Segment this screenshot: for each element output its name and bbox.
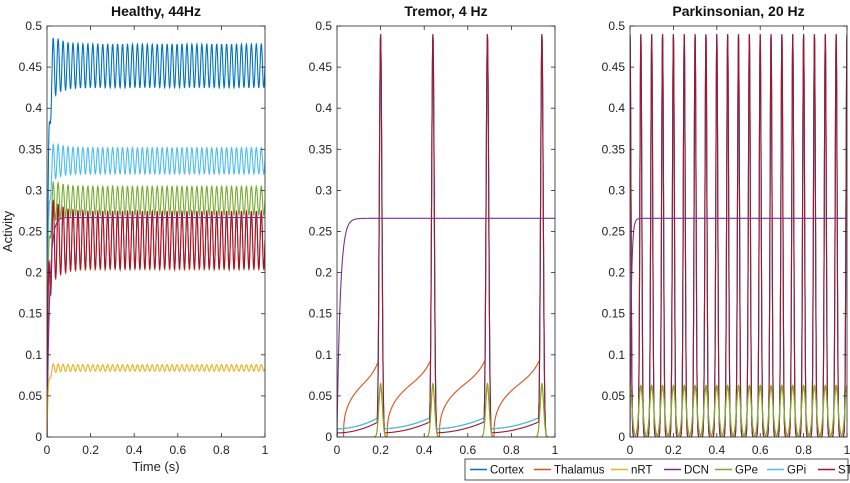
x-tick-label: 0.8 (795, 443, 812, 457)
y-tick-label: 0.35 (602, 142, 626, 156)
plot-area (337, 26, 555, 437)
x-tick-label: 0.6 (459, 443, 476, 457)
y-tick-label: 0.45 (19, 60, 43, 74)
series-line-stn (337, 34, 555, 437)
x-tick-label: 0.4 (126, 443, 143, 457)
legend-label: nRT (631, 465, 653, 477)
y-tick-label: 0.5 (315, 19, 332, 33)
x-tick-label: 0.2 (372, 443, 389, 457)
x-tick-label: 0.6 (169, 443, 186, 457)
series-line-dcn (47, 216, 265, 437)
x-tick-label: 1 (844, 443, 850, 457)
legend-label: GPe (735, 465, 758, 477)
legend-label: DCN (684, 465, 709, 477)
y-tick-label: 0.3 (608, 183, 625, 197)
legend-label: Thalamus (554, 465, 605, 477)
y-tick-label: 0 (618, 430, 625, 444)
legend: Cortex Thalamus nRT DCN GPe GPi STN (464, 458, 850, 481)
y-axis-label: Activity (0, 210, 15, 252)
y-tick-label: 0.2 (25, 266, 42, 280)
y-tick-label: 0.45 (309, 60, 333, 74)
y-tick-label: 0.25 (309, 225, 333, 239)
x-tick-label: 1 (552, 443, 559, 457)
y-tick-label: 0.05 (602, 389, 626, 403)
y-tick-label: 0.4 (25, 101, 42, 115)
chart-title: Tremor, 4 Hz (404, 3, 487, 19)
y-tick-label: 0 (35, 430, 42, 444)
y-tick-label: 0 (325, 430, 332, 444)
y-tick-label: 0.2 (608, 266, 625, 280)
legend-label: Cortex (490, 465, 524, 477)
x-tick-label: 0.6 (752, 443, 769, 457)
y-tick-label: 0.5 (608, 19, 625, 33)
panel-3: Parkinsonian, 20 Hz 0 0.05 0.1 0.15 0.2 0.25 0.… (602, 3, 850, 457)
series-line-nrt (47, 363, 265, 437)
chart-title: Healthy, 44Hz (111, 3, 201, 19)
y-tick-label: 0.15 (309, 307, 333, 321)
chart-title: Parkinsonian, 20 Hz (672, 3, 804, 19)
legend-item-nrt: nRT (611, 465, 653, 477)
y-tick-label: 0.05 (309, 389, 333, 403)
legend-item-stn: STN (818, 465, 850, 477)
x-axis-label: Time (s) (132, 459, 179, 474)
x-tick-label: 0.8 (213, 443, 230, 457)
x-tick-label: 0 (627, 443, 634, 457)
series-line-cortex (47, 37, 265, 437)
series-line-gpi (47, 142, 265, 437)
series-line-stn (47, 199, 265, 437)
legend-label: GPi (787, 465, 806, 477)
y-tick-label: 0.05 (19, 389, 43, 403)
legend-item-cortex: Cortex (470, 465, 524, 477)
y-tick-label: 0.1 (25, 348, 42, 362)
x-tick-label: 0.2 (82, 443, 99, 457)
series-line-gpe (630, 384, 847, 437)
x-tick-label: 0.4 (708, 443, 725, 457)
y-tick-label: 0.3 (25, 183, 42, 197)
y-tick-label: 0.1 (315, 348, 332, 362)
legend-label: STN (838, 465, 850, 477)
legend-item-gpi: GPi (767, 465, 806, 477)
y-tick-label: 0.25 (19, 225, 43, 239)
legend-item-gpe: GPe (715, 465, 758, 477)
y-tick-label: 0.35 (309, 142, 333, 156)
series-line-dcn (337, 217, 555, 437)
series-line-thalamus (337, 34, 555, 437)
x-tick-label: 1 (262, 443, 269, 457)
panel-1: Healthy, 44Hz 0 0.05 0.1 0.15 0.2 0.25 0.3 0.35 0… (0, 3, 269, 474)
legend-box (464, 458, 849, 481)
y-tick-label: 0.3 (315, 183, 332, 197)
series-line-gpi (337, 42, 555, 437)
series-group (630, 34, 847, 437)
series-line-stn (630, 34, 847, 437)
x-tick-label: 0 (44, 443, 51, 457)
x-tick-label: 0.8 (503, 443, 520, 457)
series-line-dcn (630, 217, 847, 437)
panel-2: Tremor, 4 Hz 0 0.05 0.1 0.15 0.2 0.25 0.3 0.35 0.… (309, 3, 559, 457)
y-tick-label: 0.25 (602, 225, 626, 239)
y-tick-label: 0.45 (602, 60, 626, 74)
y-tick-label: 0.35 (19, 142, 43, 156)
y-tick-label: 0.2 (315, 266, 332, 280)
legend-item-dcn: DCN (664, 465, 709, 477)
legend-item-thalamus: Thalamus (534, 465, 605, 477)
y-tick-label: 0.4 (315, 101, 332, 115)
x-tick-label: 0.2 (665, 443, 682, 457)
series-group (47, 37, 265, 437)
x-tick-label: 0 (334, 443, 341, 457)
y-tick-label: 0.1 (608, 348, 625, 362)
y-tick-label: 0.4 (608, 101, 625, 115)
y-tick-label: 0.15 (602, 307, 626, 321)
series-line-gpe (47, 180, 265, 437)
y-tick-label: 0.15 (19, 307, 43, 321)
x-tick-label: 0.4 (416, 443, 433, 457)
y-tick-label: 0.5 (25, 19, 42, 33)
